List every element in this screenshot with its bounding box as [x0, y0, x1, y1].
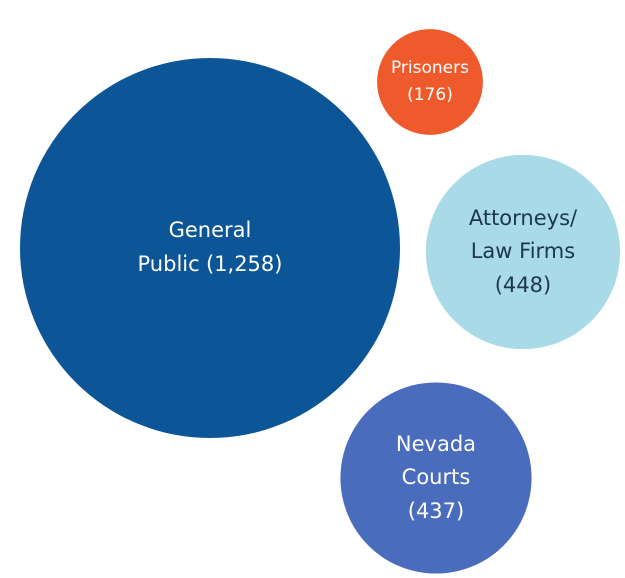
category-label: Attorneys/ Law Firms: [468, 205, 578, 264]
value-label: (176): [407, 84, 453, 105]
bubble: [425, 154, 621, 350]
label-text: Nevada Courts (437): [396, 428, 476, 529]
bubble-label: Attorneys/ Law Firms (448): [426, 155, 620, 349]
bubble-label: Nevada Courts (437): [340, 382, 531, 573]
bubble: [340, 382, 532, 574]
label-box: Attorneys/ Law Firms (448): [426, 155, 620, 349]
label-box: Prisoners (176): [377, 29, 483, 135]
value-label: (448): [494, 272, 552, 297]
label-text: Prisoners (176): [391, 55, 469, 109]
bubble-label: Prisoners (176): [377, 29, 483, 135]
category-label: Nevada Courts: [395, 431, 477, 490]
label-text: Attorneys/ Law Firms (448): [469, 202, 577, 303]
category-label: Prisoners: [390, 57, 469, 78]
value-label: (437): [407, 498, 465, 523]
category-label: General Public: [137, 218, 252, 276]
label-box: General Public (1,258): [20, 58, 400, 438]
label-text: General Public (1,258): [138, 214, 283, 281]
label-box: Nevada Courts (437): [340, 382, 531, 573]
bubble-label: General Public (1,258): [20, 58, 400, 438]
bubble: [20, 58, 400, 438]
value-label: (1,258): [205, 252, 283, 276]
bubble: [377, 29, 483, 135]
